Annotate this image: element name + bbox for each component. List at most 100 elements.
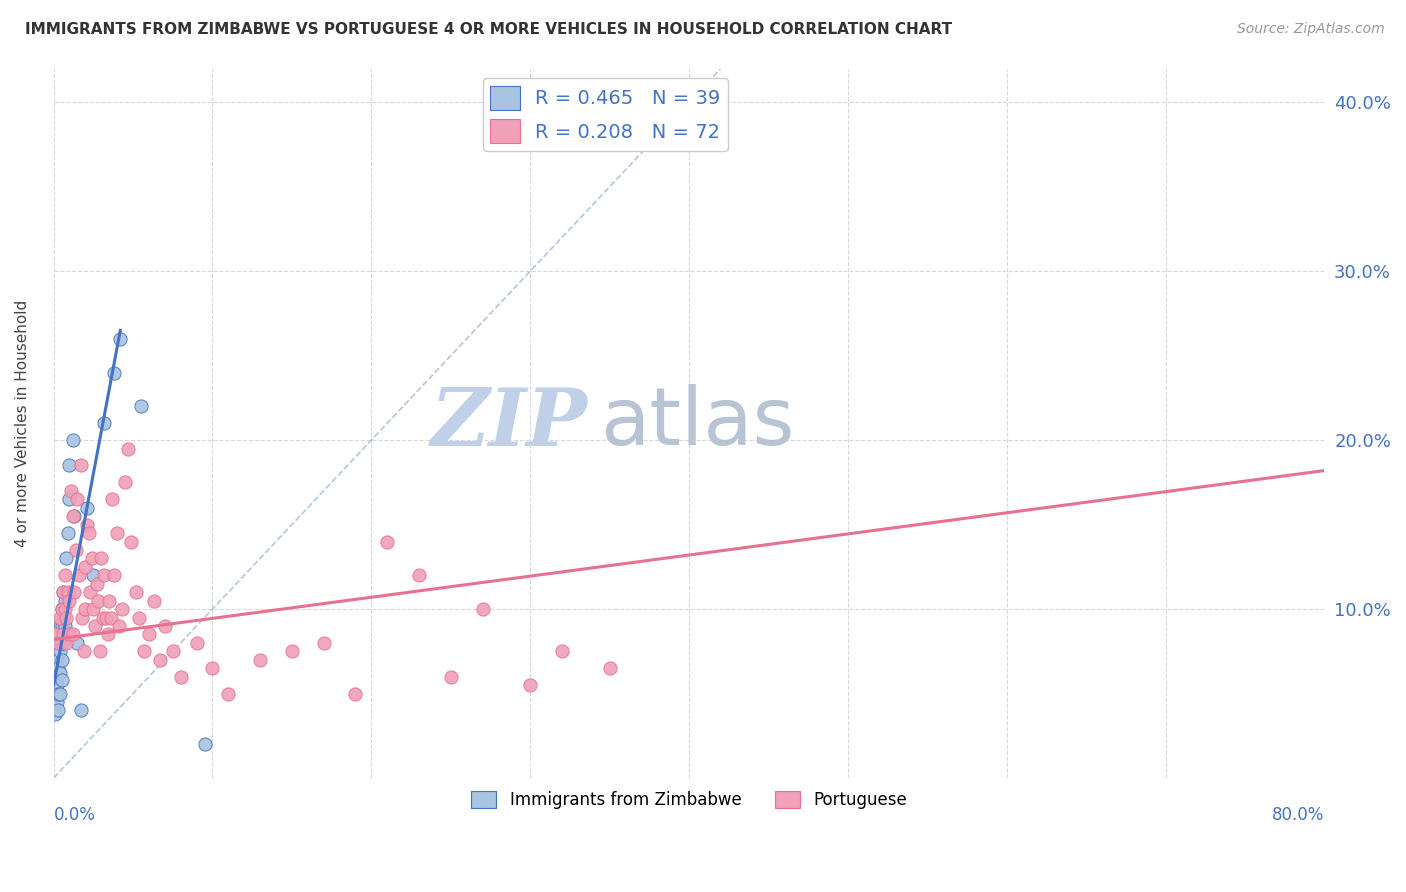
Point (103, 568, 125, 582)
Point (162, 644, 184, 658)
Point (97, 627, 120, 641)
Point (65, 543, 87, 558)
Text: ZIP: ZIP (430, 384, 588, 462)
Point (440, 670, 463, 684)
Point (408, 568, 430, 582)
Point (117, 442, 139, 456)
Point (91, 610, 114, 624)
Point (90, 551, 112, 566)
Point (48, 636, 70, 650)
Point (312, 636, 335, 650)
Point (53, 602, 76, 616)
Point (186, 636, 208, 650)
Point (77, 526, 100, 541)
Point (51, 602, 73, 616)
Point (93, 417, 115, 431)
Point (519, 678, 541, 692)
Point (49, 610, 72, 624)
Point (66, 636, 89, 650)
Point (79, 585, 101, 599)
Point (128, 610, 150, 624)
Point (249, 653, 271, 667)
Point (344, 687, 367, 701)
Point (86, 576, 108, 591)
Point (52, 585, 75, 599)
Point (49, 619, 72, 633)
Point (58, 593, 80, 607)
Point (48, 636, 70, 650)
Point (103, 366, 125, 380)
Point (66, 492, 89, 507)
Text: IMMIGRANTS FROM ZIMBABWE VS PORTUGUESE 4 OR MORE VEHICLES IN HOUSEHOLD CORRELATI: IMMIGRANTS FROM ZIMBABWE VS PORTUGUESE 4… (25, 22, 952, 37)
Point (73, 644, 96, 658)
Point (58, 627, 80, 641)
Point (82, 602, 104, 616)
Point (44, 687, 66, 701)
Point (125, 585, 148, 599)
Point (52, 585, 75, 599)
Point (138, 627, 160, 641)
Point (471, 602, 494, 616)
Point (101, 492, 124, 507)
Point (142, 593, 165, 607)
Point (93, 568, 115, 582)
Point (53, 593, 76, 607)
Point (110, 332, 132, 346)
Text: atlas: atlas (600, 384, 794, 462)
Point (80, 551, 103, 566)
Point (55, 636, 77, 650)
Point (84, 619, 107, 633)
Point (149, 653, 172, 667)
Point (45, 695, 67, 709)
Point (98, 593, 121, 607)
Point (44, 627, 66, 641)
Point (134, 644, 156, 658)
Point (70, 610, 93, 624)
Point (217, 687, 239, 701)
Point (45, 670, 67, 684)
Point (45, 678, 67, 692)
Point (53, 619, 76, 633)
Point (69, 703, 91, 717)
Point (56, 585, 79, 599)
Point (55, 551, 77, 566)
Point (62, 627, 84, 641)
Point (51, 602, 73, 616)
Point (107, 619, 129, 633)
Point (55, 610, 77, 624)
Point (69, 458, 91, 473)
Point (153, 619, 176, 633)
Point (58, 458, 80, 473)
Point (94, 610, 117, 624)
Point (60, 483, 83, 498)
Point (52, 610, 75, 624)
Point (49, 666, 72, 681)
Point (48, 703, 70, 717)
Point (52, 636, 75, 650)
Point (53, 568, 76, 582)
Point (45, 653, 67, 667)
Point (193, 737, 215, 751)
Point (76, 500, 98, 515)
Point (375, 534, 398, 549)
Point (281, 644, 304, 658)
Point (56, 526, 79, 541)
Point (62, 433, 84, 447)
Text: 0.0%: 0.0% (53, 806, 96, 824)
Point (48, 661, 70, 675)
Point (49, 644, 72, 658)
Point (75, 602, 97, 616)
Point (51, 636, 73, 650)
Text: Source: ZipAtlas.com: Source: ZipAtlas.com (1237, 22, 1385, 37)
Point (75, 559, 97, 574)
Point (52, 627, 75, 641)
Point (49, 687, 72, 701)
Y-axis label: 4 or more Vehicles in Household: 4 or more Vehicles in Household (15, 300, 30, 547)
Text: 80.0%: 80.0% (1272, 806, 1324, 824)
Point (76, 517, 98, 532)
Point (129, 400, 152, 414)
Point (111, 602, 134, 616)
Point (551, 644, 574, 658)
Point (120, 534, 142, 549)
Point (87, 593, 110, 607)
